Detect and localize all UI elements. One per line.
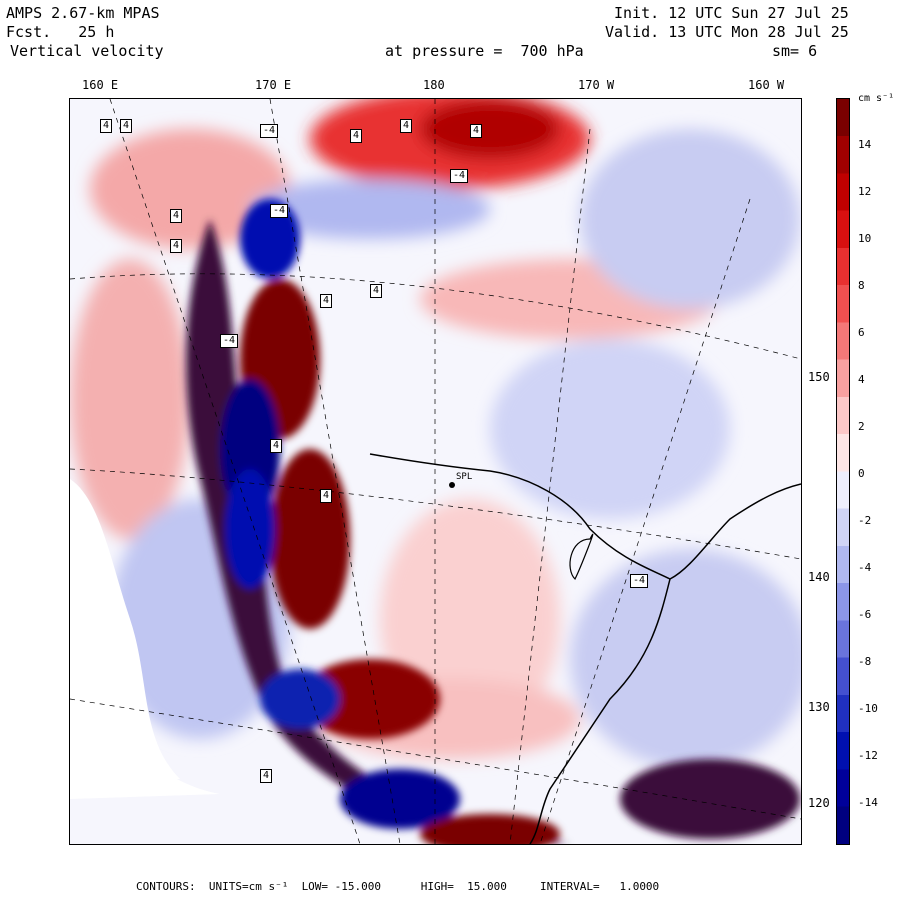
colorbar-tick-label: 8 [858,279,865,292]
contour-label: -4 [270,204,289,218]
colorbar-tick-label: 10 [858,232,872,245]
init-time: Init. 12 UTC Sun 27 Jul 25 [614,4,849,22]
model-title: AMPS 2.67-km MPAS [6,4,160,22]
colorbar-tick-label: 12 [858,185,872,198]
colorbar-tick-label: -8 [858,655,872,668]
colorbar-tick-label: 6 [858,326,865,339]
lat-label-130w: 130 W [808,700,845,714]
colorbar-tick-label: -12 [858,749,878,762]
contour-label: 4 [100,119,113,133]
graticule [70,99,801,844]
field-shading [70,99,801,769]
contour-label: 4 [260,769,273,783]
vertical-velocity-map: SPL 4 4 -4 4 4 4 -4 4 4 -4 4 4 -4 4 4 -4 4 [69,98,802,845]
contour-label: -4 [220,334,239,348]
lat-label-150w: 150 W [808,370,845,384]
colorbar-tick-label: -10 [858,702,878,715]
forecast-hours: 25 h [78,23,115,41]
station-label: SPL [456,472,472,482]
contour-label: 4 [120,119,133,133]
lon-label-170w: 170 W [578,78,615,92]
contour-label: 4 [470,124,483,138]
lat-label-120w: 120 W [808,796,845,810]
contour-label: 4 [350,129,363,143]
colorbar-tick-label: 4 [858,373,865,386]
contour-label: 4 [400,119,413,133]
colorbar [836,98,850,845]
map-canvas: SPL [70,99,801,844]
smoothing-label: sm= 6 [772,42,818,60]
lon-label-160w: 160 W [748,78,785,92]
contour-label: -4 [260,124,279,138]
contour-label: 4 [320,489,333,503]
colorbar-tick-label: 14 [858,138,872,151]
colorbar-tick-label: 2 [858,420,865,433]
coastline [369,453,801,580]
contour-label: 4 [370,284,383,298]
colorbar-tick-label: -6 [858,608,872,621]
field-title: Vertical velocity [10,42,164,60]
colorbar-tick-label: -4 [858,561,872,574]
contour-info: CONTOURS: UNITS=cm s⁻¹ LOW= -15.000 HIGH… [136,880,660,893]
lon-label-170e: 170 E [255,78,292,92]
lon-label-160e: 160 E [82,78,119,92]
pressure-level: at pressure = 700 hPa [385,42,584,60]
valid-time: Valid. 13 UTC Mon 28 Jul 25 [605,23,849,41]
station-marker [449,482,455,488]
colorbar-tick-label: 0 [858,467,865,480]
lat-label-140w: 140 W [808,570,845,584]
colorbar-tick-label: -2 [858,514,872,527]
forecast-label: Fcst. 25 h [6,23,115,41]
contour-label: 4 [320,294,333,308]
colorbar-unit: cm s⁻¹ [858,93,895,104]
contour-label: 4 [170,209,183,223]
colorbar-tick-label: -14 [858,796,878,809]
contour-label: 4 [270,439,283,453]
contour-label: -4 [630,574,649,588]
contour-label: -4 [450,169,469,183]
contour-label: 4 [170,239,183,253]
lon-label-180: 180 [423,78,445,92]
